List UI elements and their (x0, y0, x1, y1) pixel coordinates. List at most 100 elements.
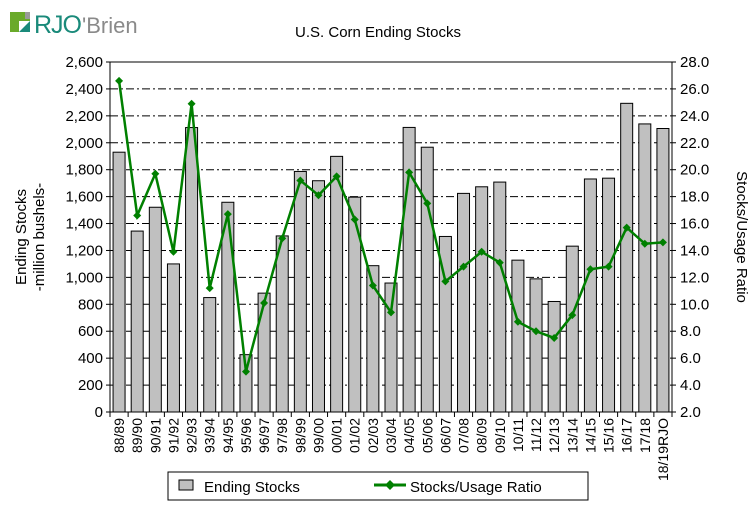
x-tick-label: 88/89 (111, 418, 127, 453)
bar-18/19RJO (656, 128, 670, 413)
bar-12/13 (547, 300, 561, 413)
x-tick-label: 13/14 (564, 418, 580, 453)
ratio-point-17/18 (640, 239, 649, 248)
ratio-point-18/19RJO (658, 238, 667, 247)
right-tick-label: 22.0 (680, 135, 709, 152)
bar-01/02 (348, 196, 362, 413)
bar-16/17 (620, 102, 634, 413)
x-tick-label: 98/99 (292, 418, 308, 453)
ratio-point-04/05 (405, 168, 414, 177)
x-tick-label: 00/01 (329, 418, 345, 453)
x-tick-label: 02/03 (365, 418, 381, 453)
x-tick-label: 07/08 (456, 418, 472, 453)
x-tick-label: 94/95 (220, 418, 236, 453)
bars (112, 102, 670, 413)
bar-89/90 (130, 230, 144, 413)
ratio-point-08/09 (477, 247, 486, 256)
bar-99/00 (311, 180, 325, 413)
bar-10/11 (511, 259, 525, 413)
right-tick-label: 28.0 (680, 54, 709, 71)
right-tick-label: 26.0 (680, 81, 709, 98)
left-tick-label: 2,200 (65, 108, 103, 125)
svg-text:RJO: RJO (34, 11, 82, 39)
bar-13/14 (565, 245, 579, 413)
x-tick-label: 89/90 (129, 418, 145, 453)
x-tick-label: 91/92 (165, 418, 181, 453)
ratio-point-97/98 (278, 234, 287, 243)
bar-07/08 (457, 192, 471, 413)
axes (106, 61, 676, 417)
ratio-point-95/96 (241, 367, 250, 376)
x-tick-labels: 88/89 89/90 90/91 91/92 92/93 93/94 94/95 95/96… (111, 418, 671, 481)
left-tick-label: 1,600 (65, 189, 103, 206)
x-tick-label: 01/02 (347, 418, 363, 453)
svg-text:'Brien: 'Brien (82, 13, 138, 38)
ratio-point-15/16 (604, 262, 613, 271)
x-tick-label: 18/19RJO (655, 418, 671, 481)
ratio-point-88/89 (115, 76, 124, 85)
ratio-point-12/13 (550, 333, 559, 342)
ratio-point-96/97 (260, 298, 269, 307)
x-tick-label: 14/15 (582, 418, 598, 453)
left-tick-label: 200 (78, 377, 103, 394)
x-tick-label: 08/09 (474, 418, 490, 453)
legend-label-ratio: Stocks/Usage Ratio (410, 479, 542, 496)
legend-swatch-bar (178, 479, 194, 491)
ratio-point-91/92 (169, 247, 178, 256)
left-tick-label: 600 (78, 323, 103, 340)
left-axis-label: Ending Stocks (13, 189, 30, 285)
left-tick-label: 1,200 (65, 242, 103, 259)
left-tick-label: 1,400 (65, 216, 103, 233)
bar-09/10 (493, 181, 507, 413)
right-tick-label: 12.0 (680, 269, 709, 286)
bar-15/16 (602, 177, 616, 413)
x-tick-label: 15/16 (601, 418, 617, 453)
ratio-line (115, 76, 667, 376)
right-tick-label: 14.0 (680, 242, 709, 259)
bar-17/18 (638, 123, 652, 413)
bar-05/06 (420, 146, 434, 413)
x-tick-label: 09/10 (492, 418, 508, 453)
x-tick-label: 16/17 (619, 418, 635, 453)
ratio-point-07/08 (459, 262, 468, 271)
bar-97/98 (275, 235, 289, 413)
ratio-point-98/99 (296, 176, 305, 185)
x-tick-label: 12/13 (546, 418, 562, 453)
chart-title: U.S. Corn Ending Stocks (295, 24, 461, 41)
ratio-point-92/93 (187, 99, 196, 108)
ratio-point-02/03 (368, 281, 377, 290)
x-tick-label: 96/97 (256, 418, 272, 453)
bar-03/04 (384, 282, 398, 413)
x-tick-label: 95/96 (238, 418, 254, 453)
x-tick-label: 10/11 (510, 418, 526, 452)
ratio-point-90/91 (151, 169, 160, 178)
x-tick-label: 17/18 (637, 418, 653, 453)
left-tick-label: 2,400 (65, 81, 103, 98)
bar-00/01 (330, 155, 344, 413)
x-tick-label: 05/06 (419, 418, 435, 453)
bar-93/94 (203, 297, 217, 413)
ratio-point-00/01 (332, 172, 341, 181)
left-tick-label: 800 (78, 296, 103, 313)
left-tick-label: 0 (95, 404, 103, 421)
bar-11/12 (529, 278, 543, 413)
right-tick-label: 10.0 (680, 296, 709, 313)
left-tick-label: 1,000 (65, 269, 103, 286)
right-tick-label: 8.0 (680, 323, 701, 340)
right-tick-label: 20.0 (680, 162, 709, 179)
right-tick-label: 4.0 (680, 377, 701, 394)
ratio-point-10/11 (513, 317, 522, 326)
ratio-point-06/07 (441, 277, 450, 286)
bar-91/92 (166, 263, 180, 413)
left-tick-label: 400 (78, 350, 103, 367)
legend: Ending Stocks Stocks/Usage Ratio (167, 471, 589, 501)
x-tick-label: 04/05 (401, 418, 417, 453)
x-tick-label: 06/07 (437, 418, 453, 453)
right-tick-label: 18.0 (680, 189, 709, 206)
ratio-point-13/14 (568, 311, 577, 320)
legend-label-stocks: Ending Stocks (204, 479, 300, 496)
ratio-point-11/12 (532, 327, 541, 336)
right-tick-label: 2.0 (680, 404, 701, 421)
ratio-point-89/90 (133, 211, 142, 220)
